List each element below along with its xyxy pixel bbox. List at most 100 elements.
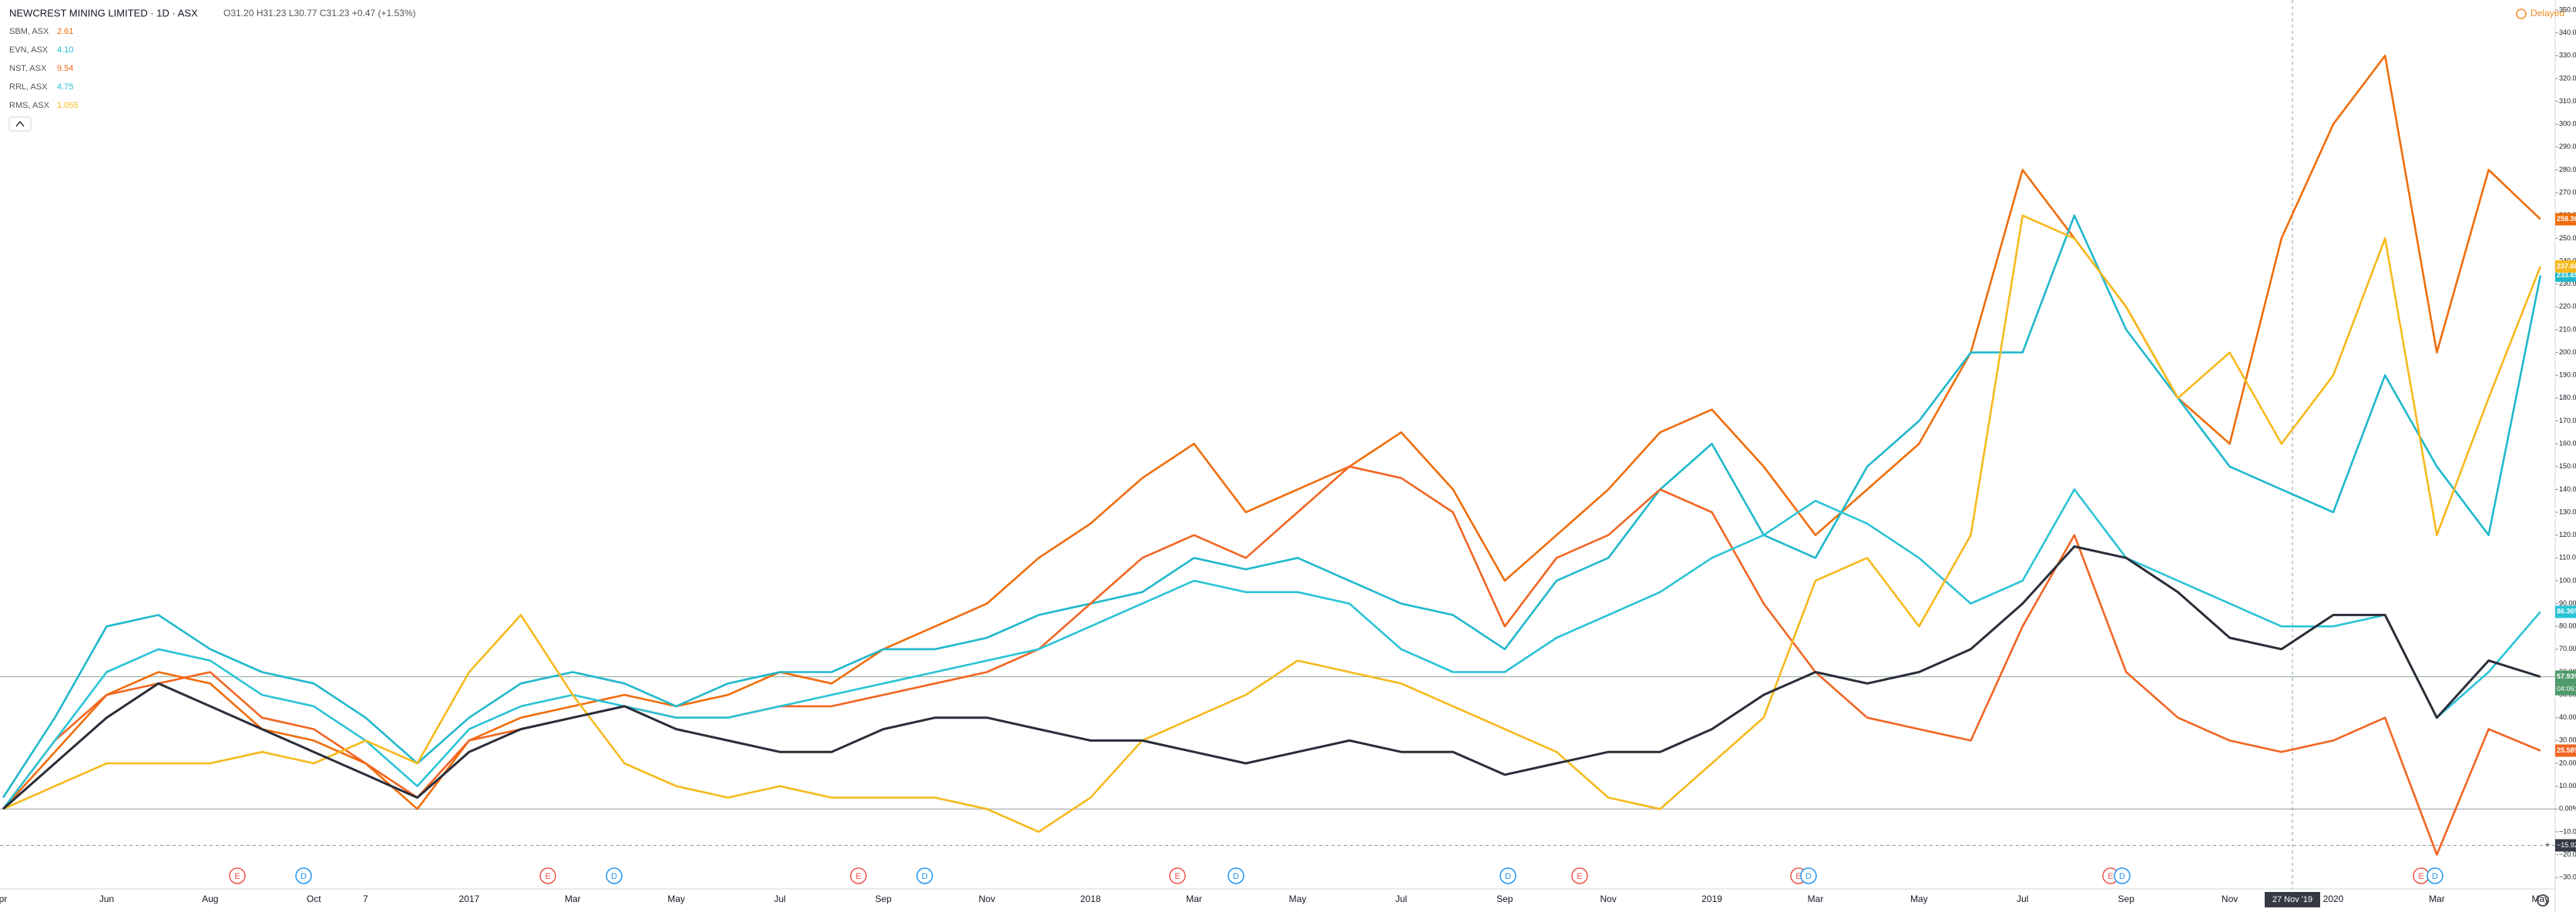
y-tick-label: 230.00%	[2559, 280, 2576, 287]
x-tick-label: Nov	[1600, 894, 1617, 904]
main-last-value-label: 57.93%	[2557, 672, 2576, 680]
last-value-label: 25.58%	[2557, 746, 2576, 754]
legend-name: SBM, ASX	[9, 27, 49, 36]
y-tick-label: 80.00%	[2559, 622, 2576, 630]
delayed-icon[interactable]	[2516, 8, 2527, 19]
legend-toggle[interactable]	[8, 116, 32, 132]
event-marker[interactable]	[1500, 867, 1516, 884]
series-line	[2, 214, 2542, 799]
event-label: E	[545, 872, 550, 881]
crosshair-x-label: 27 Nov '19	[2272, 895, 2312, 904]
legend-value: 2.61	[57, 27, 73, 36]
legend-value: 1.055	[57, 101, 79, 110]
event-marker[interactable]	[916, 867, 933, 884]
legend-value: 9.54	[57, 64, 73, 73]
x-tick-label: Oct	[307, 894, 321, 904]
y-tick-label: 210.00%	[2559, 325, 2576, 333]
crosshair-y-label: −15.92%	[2557, 841, 2576, 849]
y-tick-label: 250.00%	[2559, 234, 2576, 242]
event-marker[interactable]	[229, 867, 246, 884]
x-tick-label: pr	[0, 894, 7, 904]
y-tick-label: 340.00%	[2559, 28, 2576, 36]
x-tick-label: Mar	[2429, 894, 2445, 904]
y-tick-label: 90.00%	[2559, 599, 2576, 607]
legend-name: EVN, ASX	[9, 45, 49, 55]
y-tick-label: 100.00%	[2559, 576, 2576, 584]
last-value-label-box	[2555, 260, 2576, 273]
series-line	[2, 488, 2541, 810]
x-tick-label: May	[2531, 894, 2549, 904]
y-tick-label: 140.00%	[2559, 485, 2576, 493]
y-tick-label: 300.00%	[2559, 120, 2576, 128]
y-tick-label: 0.00%	[2559, 805, 2576, 813]
y-tick-label: −30.00%	[2559, 873, 2576, 881]
y-tick-label: 110.00%	[2559, 554, 2576, 562]
legend-name: NST, ASX	[9, 64, 47, 73]
y-tick-label: 290.00%	[2559, 142, 2576, 150]
x-tick-label: Nov	[2222, 894, 2238, 904]
last-value-label: 86.36%	[2557, 608, 2576, 615]
x-tick-label: Mar	[1186, 894, 1202, 904]
event-label: E	[1174, 872, 1180, 881]
main-last-value-label-box	[2555, 670, 2576, 683]
event-marker[interactable]	[850, 867, 867, 884]
y-tick-label: 10.00%	[2559, 782, 2576, 790]
event-marker[interactable]	[606, 867, 623, 884]
legend-value: 4.10	[57, 45, 73, 55]
event-label: E	[855, 872, 861, 881]
event-marker[interactable]	[2427, 867, 2443, 884]
x-tick-label: Nov	[979, 894, 995, 904]
main-series-line	[2, 545, 2541, 810]
last-value-label-box	[2555, 605, 2576, 619]
x-tick-label: 2017	[458, 894, 479, 904]
y-tick-label: −10.00%	[2559, 827, 2576, 835]
last-value-label: 237.66%	[2557, 262, 2576, 270]
event-label: D	[611, 872, 617, 881]
event-marker[interactable]	[1169, 867, 1186, 884]
event-label: D	[922, 872, 928, 881]
event-marker[interactable]	[1228, 867, 1244, 884]
x-tick-label: Aug	[202, 894, 218, 904]
event-label: E	[1577, 872, 1582, 881]
countdown: 04:06:50	[2557, 685, 2576, 692]
y-tick-label: 310.00%	[2559, 97, 2576, 105]
y-tick-label: 180.00%	[2559, 394, 2576, 401]
chart-title: NEWCREST MINING LIMITED · 1D · ASX	[9, 7, 198, 18]
crosshair-plus: +	[2544, 840, 2550, 850]
event-label: E	[2107, 872, 2113, 881]
event-label: D	[301, 872, 307, 881]
y-tick-label: 330.00%	[2559, 52, 2576, 59]
settings-button[interactable]	[2537, 894, 2549, 907]
y-tick-label: 280.00%	[2559, 166, 2576, 173]
y-tick-label: 160.00%	[2559, 439, 2576, 447]
event-marker[interactable]	[1571, 867, 1588, 884]
legend-value: 4.75	[57, 82, 73, 92]
crosshair-x-box	[2265, 892, 2320, 907]
event-marker[interactable]	[539, 867, 556, 884]
x-tick-label: Mar	[1808, 894, 1824, 904]
y-tick-label: 20.00%	[2559, 759, 2576, 766]
x-tick-label: Sep	[2118, 894, 2135, 904]
delayed-status: Delayed	[2531, 8, 2564, 18]
last-value-label: 233.65%	[2557, 271, 2576, 279]
y-tick-label: 150.00%	[2559, 462, 2576, 470]
event-label: D	[2432, 872, 2438, 881]
event-marker[interactable]	[295, 867, 312, 884]
x-tick-label: Jul	[1395, 894, 1407, 904]
x-tick-label: Jul	[774, 894, 785, 904]
x-tick-label: 2018	[1080, 894, 1101, 904]
event-marker[interactable]	[1800, 867, 1817, 884]
x-tick-label: 2019	[1701, 894, 1722, 904]
x-tick-label: May	[1289, 894, 1307, 904]
event-label: E	[1795, 872, 1801, 881]
y-tick-label: 120.00%	[2559, 531, 2576, 538]
last-value-label-box	[2555, 213, 2576, 226]
y-tick-label: 190.00%	[2559, 371, 2576, 379]
event-label: D	[1505, 872, 1511, 881]
y-tick-label: 200.00%	[2559, 348, 2576, 356]
x-tick-label: Jun	[99, 894, 114, 904]
event-label: E	[2418, 872, 2423, 881]
event-marker[interactable]	[2114, 867, 2131, 884]
last-value-label-box	[2555, 744, 2576, 757]
x-tick-label: Sep	[1496, 894, 1513, 904]
